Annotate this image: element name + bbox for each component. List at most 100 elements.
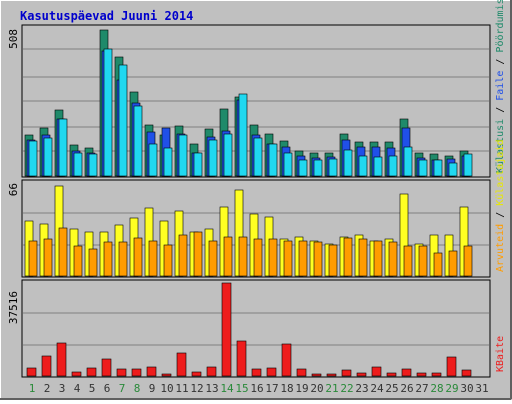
day-label: 29 (445, 382, 458, 395)
panel-top-bars (24, 29, 473, 177)
bar-kbaite (401, 368, 412, 377)
bar-arvuteid (208, 240, 218, 277)
bar-kbaite (431, 372, 442, 377)
bar-poordumisi (283, 152, 293, 177)
day-label: 11 (175, 382, 188, 395)
chart-title: Kasutuspäevad Juuni 2014 (20, 9, 193, 23)
day-label: 15 (235, 382, 248, 395)
legend-poordumisi: Pöördumisi (495, 0, 506, 53)
panel-bottom-frame (21, 279, 491, 378)
bar-arvuteid (373, 240, 383, 277)
day-label: 13 (205, 382, 218, 395)
bar-poordumisi (223, 133, 233, 177)
bar-arvuteid (358, 238, 368, 277)
day-label: 2 (44, 382, 51, 395)
legend-kulastusi: Külastusi (495, 119, 506, 173)
bar-poordumisi (343, 149, 353, 177)
panel-middle-frame (21, 179, 491, 278)
day-label: 6 (104, 382, 111, 395)
bar-poordumisi (403, 146, 413, 177)
day-label: 16 (250, 382, 263, 395)
bar-kbaite (341, 369, 352, 377)
bar-kbaite (461, 369, 472, 377)
bar-kbaite (26, 367, 37, 377)
bar-poordumisi (388, 155, 398, 177)
bar-kbaite (446, 356, 457, 377)
bar-poordumisi (73, 152, 83, 177)
day-label: 4 (74, 382, 81, 395)
bar-kbaite (236, 340, 247, 377)
bar-kbaite (416, 372, 427, 377)
bar-poordumisi (418, 159, 428, 177)
day-label: 5 (89, 382, 96, 395)
bar-poordumisi (208, 139, 218, 177)
bar-poordumisi (58, 118, 68, 177)
bar-kbaite (311, 373, 322, 377)
bar-poordumisi (193, 152, 203, 177)
bar-poordumisi (358, 155, 368, 177)
bar-arvuteid (448, 250, 458, 277)
bar-poordumisi (433, 159, 443, 177)
bar-kbaite (41, 355, 52, 377)
bar-arvuteid (118, 241, 128, 277)
panel-middle-axis-max: 66 (7, 183, 20, 196)
bar-kbaite (131, 368, 142, 377)
bar-poordumisi (103, 48, 113, 177)
panel-top-legend: Külastusi / Faile / Pöördumisi (495, 0, 506, 173)
day-label: 30 (460, 382, 473, 395)
panel-middle-bars (24, 185, 473, 277)
panel-top-axis-max: 508 (7, 29, 20, 49)
day-label: 12 (190, 382, 203, 395)
day-label: 22 (340, 382, 353, 395)
bar-poordumisi (88, 153, 98, 177)
day-label: 23 (355, 382, 368, 395)
bar-arvuteid (88, 248, 98, 277)
bar-poordumisi (268, 143, 278, 177)
panel-bottom-bars (26, 282, 472, 377)
bar-kbaite (176, 352, 187, 377)
bar-arvuteid (163, 244, 173, 277)
day-label: 21 (325, 382, 338, 395)
bar-arvuteid (223, 236, 233, 277)
bar-poordumisi (163, 147, 173, 177)
bar-poordumisi (133, 105, 143, 177)
day-label: 1 (29, 382, 36, 395)
panel-bottom-grid (23, 312, 489, 346)
bar-arvuteid (58, 227, 68, 277)
bar-kbaite (206, 366, 217, 377)
bar-kbaite (56, 342, 67, 377)
day-label: 31 (475, 382, 488, 395)
bar-kbaite (101, 358, 112, 377)
day-label: 17 (265, 382, 278, 395)
day-label: 8 (134, 382, 141, 395)
bar-arvuteid (28, 240, 38, 277)
bar-poordumisi (28, 140, 38, 177)
bar-poordumisi (148, 143, 158, 177)
bar-kbaite (296, 368, 307, 377)
bar-kbaite (146, 366, 157, 377)
bar-kbaite (356, 372, 367, 377)
bar-arvuteid (178, 234, 188, 277)
bar-kbaite (191, 371, 202, 377)
bar-poordumisi (178, 134, 188, 177)
bar-poordumisi (298, 159, 308, 177)
day-label: 10 (160, 382, 173, 395)
bar-arvuteid (238, 236, 248, 277)
bar-arvuteid (43, 238, 53, 277)
bar-kbaite (266, 367, 277, 377)
legend-faile: Faile (495, 71, 506, 101)
bar-poordumisi (313, 159, 323, 177)
bar-arvuteid (388, 241, 398, 277)
day-label: 28 (430, 382, 443, 395)
panel-middle-legend: Arvuteid / Külastajaid (495, 140, 506, 272)
day-label: 19 (295, 382, 308, 395)
legend-separator: / (495, 53, 506, 71)
bar-arvuteid (298, 240, 308, 277)
panel-bottom-legend: KBaite (495, 336, 506, 372)
bar-arvuteid (328, 244, 338, 277)
bar-arvuteid (193, 231, 203, 277)
bar-arvuteid (268, 238, 278, 277)
